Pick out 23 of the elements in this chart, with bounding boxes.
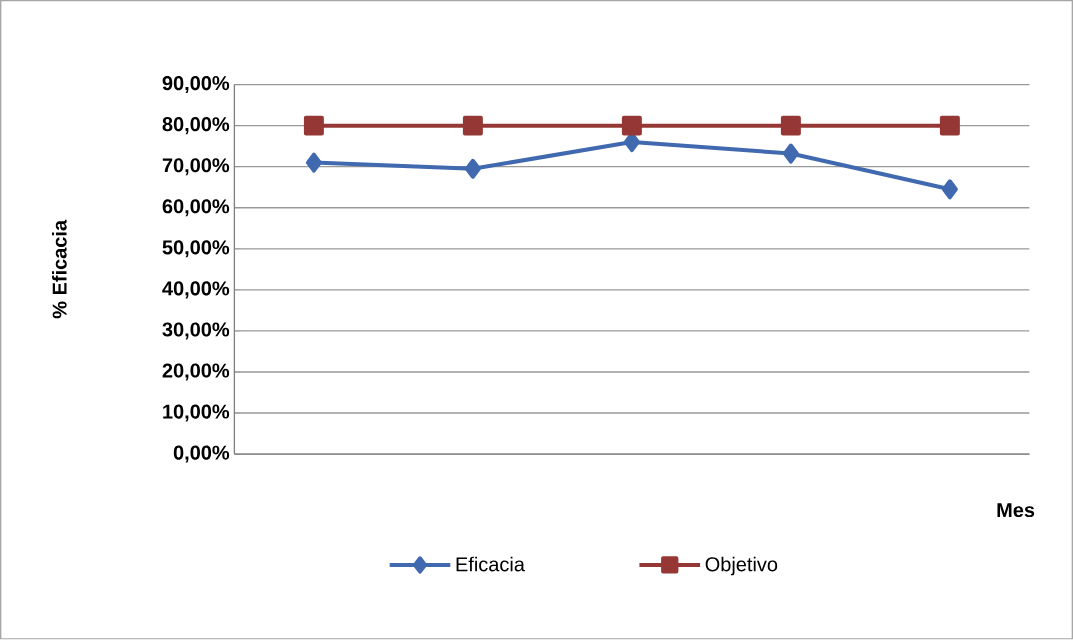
y-tick-label: 60,00% — [162, 199, 230, 217]
point — [305, 152, 322, 173]
point — [782, 143, 799, 164]
point — [303, 115, 324, 136]
y-tick-label: 50,00% — [162, 240, 230, 258]
point — [462, 115, 483, 136]
y-tick-label: 80,00% — [162, 117, 230, 135]
point — [621, 115, 642, 136]
point — [780, 115, 801, 136]
y-tick-label: 20,00% — [162, 363, 230, 381]
legend-label: Eficacia — [456, 556, 525, 572]
point — [939, 115, 960, 136]
y-tick-label: 30,00% — [162, 322, 230, 340]
y-tick-label: 90,00% — [162, 76, 230, 94]
y-tick-label: 10,00% — [163, 404, 230, 422]
point — [941, 179, 958, 200]
legend-label: Objetivo — [705, 556, 778, 576]
x-axis-title: Mes — [997, 503, 1035, 518]
y-axis-title: % Eficacia — [52, 220, 67, 319]
y-tick-label: 0,00% — [173, 445, 230, 463]
y-tick-label: 70,00% — [162, 158, 230, 176]
y-tick-label: 40,00% — [162, 281, 230, 299]
point — [464, 158, 481, 179]
